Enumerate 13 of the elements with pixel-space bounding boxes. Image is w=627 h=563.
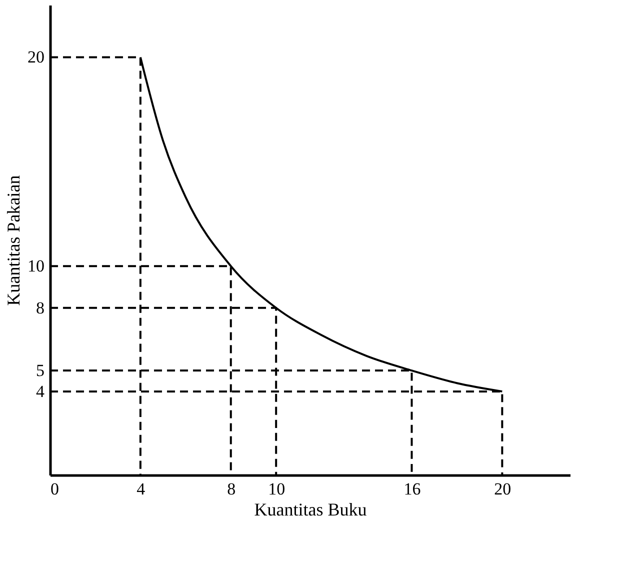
x-axis-title: Kuantitas Buku (254, 500, 367, 520)
x-tick-label: 4 (136, 480, 146, 498)
y-tick-label: 4 (36, 382, 45, 401)
y-axis-title: Kuantitas Pakaian (4, 175, 24, 306)
x-tick-label: 16 (404, 480, 421, 498)
y-tick-label: 5 (36, 361, 44, 380)
x-tick-label: 20 (494, 480, 512, 498)
x-tick-label: 10 (268, 480, 286, 498)
x-tick-label: 8 (227, 480, 236, 498)
x-tick-label: 0 (50, 480, 59, 498)
y-tick-label: 10 (28, 256, 44, 276)
y-tick-label: 20 (28, 48, 44, 67)
y-tick-label: 8 (36, 298, 44, 318)
